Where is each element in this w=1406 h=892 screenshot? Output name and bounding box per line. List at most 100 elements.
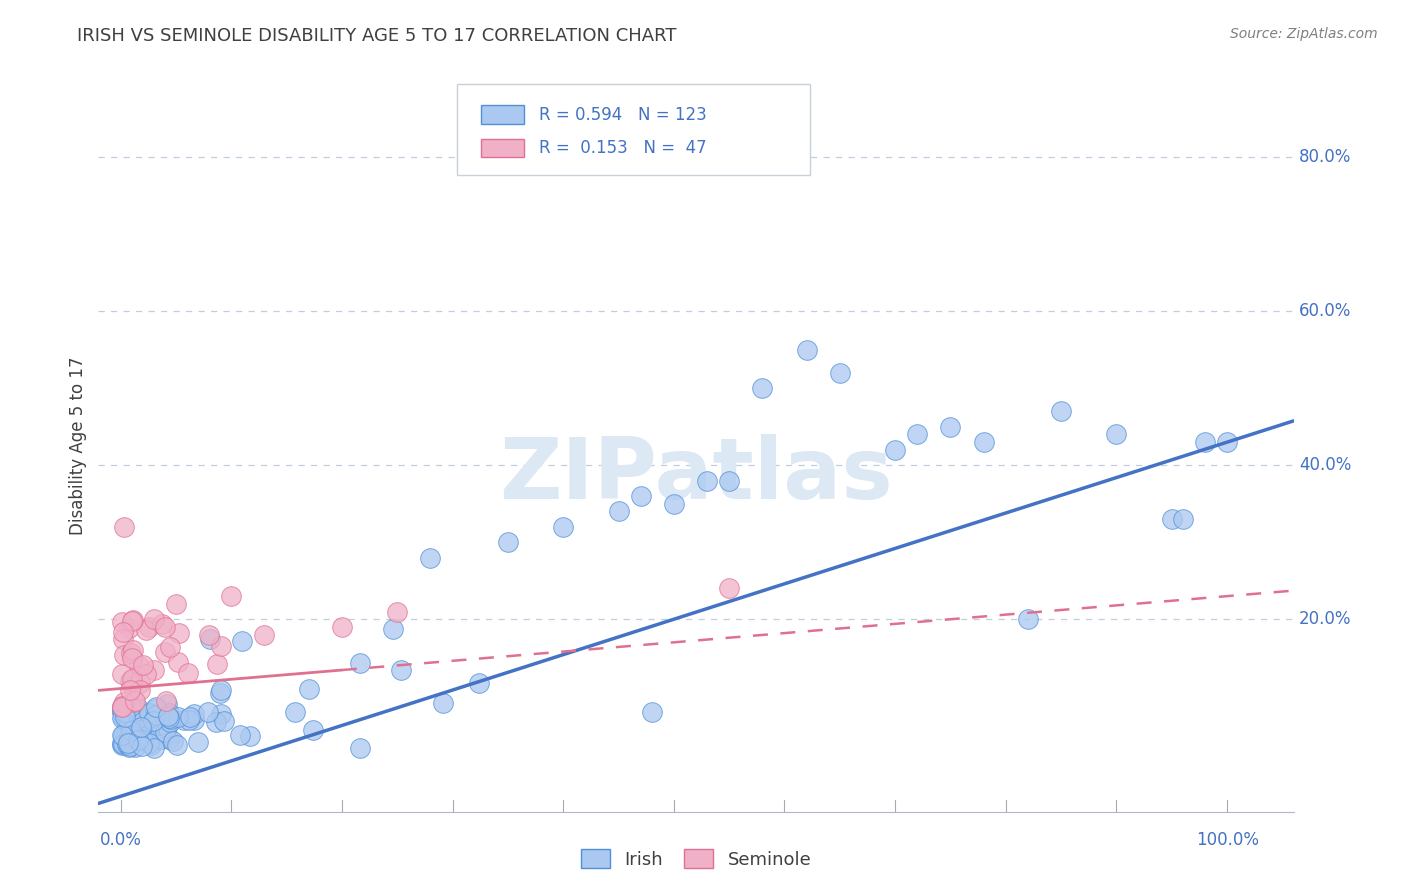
Point [718, 582, 741, 596]
Point [198, 632, 221, 647]
Point [111, 739, 134, 753]
Point [553, 520, 575, 534]
Point [131, 717, 153, 731]
Point [129, 731, 152, 746]
Point [165, 597, 187, 611]
Point [212, 714, 235, 728]
Point [183, 713, 205, 727]
Point [129, 720, 152, 734]
Point [150, 732, 173, 747]
Point [187, 735, 209, 749]
Point [1017, 612, 1039, 626]
Point [128, 714, 150, 729]
Point [496, 535, 519, 549]
Text: 60.0%: 60.0% [1299, 302, 1351, 320]
Text: Source: ZipAtlas.com: Source: ZipAtlas.com [1230, 27, 1378, 41]
Point [884, 442, 907, 457]
Point [124, 707, 146, 722]
Point [155, 694, 177, 708]
Point [131, 733, 153, 747]
FancyBboxPatch shape [481, 139, 524, 157]
Point [419, 550, 441, 565]
Point [125, 704, 148, 718]
Point [198, 627, 221, 641]
Point [138, 706, 160, 721]
Point [117, 735, 139, 749]
Point [111, 704, 134, 718]
Point [127, 732, 149, 747]
Point [1050, 404, 1073, 418]
Point [1216, 435, 1239, 450]
Point [121, 643, 143, 657]
Point [120, 739, 142, 753]
Point [121, 650, 143, 665]
Point [122, 695, 145, 709]
Point [115, 698, 138, 713]
Point [607, 504, 630, 518]
Point [167, 626, 190, 640]
Point [142, 714, 165, 728]
Point [111, 735, 134, 749]
Point [209, 686, 232, 700]
Point [111, 700, 134, 714]
Point [828, 366, 851, 380]
Point [112, 648, 135, 662]
Point [124, 739, 146, 754]
Point [111, 699, 134, 714]
Point [127, 701, 149, 715]
Point [122, 727, 145, 741]
Point [239, 729, 262, 743]
Point [349, 741, 371, 756]
Point [128, 708, 150, 723]
Point [209, 640, 232, 654]
Text: R =  0.153   N =  47: R = 0.153 N = 47 [538, 139, 706, 157]
Point [120, 683, 142, 698]
Point [131, 658, 153, 673]
Point [135, 667, 157, 681]
Point [114, 710, 136, 724]
Point [120, 646, 142, 660]
Point [111, 666, 134, 681]
Point [112, 709, 135, 723]
Point [796, 343, 818, 357]
Point [148, 718, 170, 732]
Point [117, 721, 139, 735]
Point [112, 731, 135, 746]
Point [207, 657, 229, 671]
Point [718, 474, 741, 488]
Point [115, 714, 138, 729]
Point [138, 723, 160, 737]
Point [112, 632, 135, 646]
Point [298, 682, 321, 697]
Point [330, 620, 353, 634]
Point [157, 731, 180, 746]
Point [155, 645, 177, 659]
Point [142, 612, 165, 626]
Point [121, 615, 143, 629]
Point [115, 737, 138, 751]
Point [111, 711, 134, 725]
Point [111, 705, 134, 719]
Text: ZIPatlas: ZIPatlas [499, 434, 893, 516]
Point [179, 710, 201, 724]
Point [132, 711, 155, 725]
Point [166, 738, 188, 752]
Point [468, 676, 491, 690]
Point [696, 474, 718, 488]
Point [132, 723, 155, 738]
Point [131, 739, 153, 754]
Point [349, 656, 371, 670]
Point [124, 732, 146, 747]
Point [120, 736, 142, 750]
Text: 40.0%: 40.0% [1299, 456, 1351, 475]
Text: 80.0%: 80.0% [1299, 148, 1351, 166]
Point [177, 713, 200, 727]
Point [117, 734, 139, 748]
Point [120, 727, 142, 741]
Point [231, 633, 253, 648]
Point [173, 713, 195, 727]
Point [205, 714, 228, 729]
Point [432, 696, 454, 710]
Point [219, 589, 242, 603]
Point [112, 520, 135, 534]
